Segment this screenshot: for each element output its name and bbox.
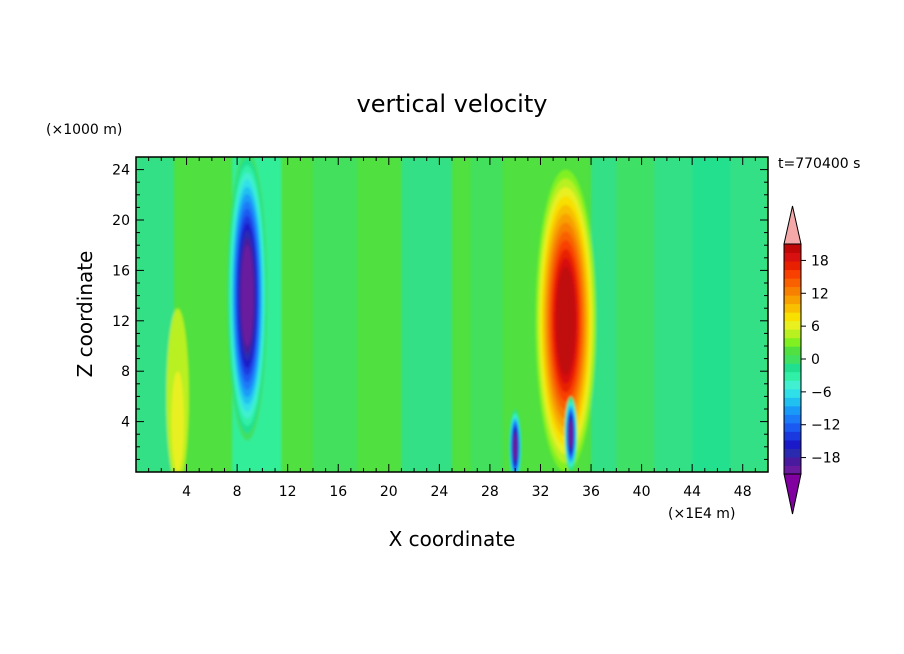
y-unit-label: (×1000 m) bbox=[46, 122, 122, 138]
colorbar-swatch bbox=[784, 456, 801, 466]
contour-feature bbox=[508, 409, 522, 472]
colorbar-swatch bbox=[784, 363, 801, 373]
x-tick-label: 48 bbox=[734, 484, 752, 500]
colorbar-tick-label: 0 bbox=[811, 352, 820, 368]
colorbar-swatch bbox=[784, 261, 801, 271]
colorbar-swatch bbox=[784, 337, 801, 347]
time-label: t=770400 s bbox=[778, 156, 860, 172]
colorbar-swatch bbox=[784, 303, 801, 313]
colorbar-swatch bbox=[784, 397, 801, 407]
colorbar-swatch bbox=[784, 346, 801, 356]
colorbar-swatch bbox=[784, 354, 801, 364]
colorbar-tick-label: −12 bbox=[811, 418, 841, 434]
x-tick-label: 44 bbox=[683, 484, 701, 500]
colorbar-swatch bbox=[784, 269, 801, 279]
colorbar-swatch bbox=[784, 380, 801, 390]
colorbar-swatch bbox=[784, 371, 801, 381]
y-tick-label: 12 bbox=[112, 314, 130, 330]
colorbar-swatch bbox=[784, 422, 801, 432]
colorbar-over-arrow bbox=[783, 205, 802, 245]
x-tick-label: 40 bbox=[633, 484, 651, 500]
y-tick-label: 8 bbox=[121, 364, 130, 380]
colorbar-swatch bbox=[784, 448, 801, 458]
colorbar-swatch bbox=[784, 329, 801, 339]
x-axis-label: X coordinate bbox=[389, 527, 516, 551]
colorbar-tick-label: −6 bbox=[811, 385, 832, 401]
colorbar-swatch bbox=[784, 405, 801, 415]
colorbar-tick-label: 12 bbox=[811, 286, 829, 302]
colorbar: 18 12 6 0 −6 −12 −18 bbox=[783, 205, 841, 515]
colorbar-swatch bbox=[784, 278, 801, 288]
y-axis: 4 8 12 16 20 24 bbox=[112, 163, 768, 460]
x-tick-label: 28 bbox=[481, 484, 499, 500]
colorbar-swatch bbox=[784, 312, 801, 322]
x-tick-label: 24 bbox=[430, 484, 448, 500]
contour-feature bbox=[535, 169, 597, 472]
contour-feature bbox=[564, 396, 578, 472]
colorbar-tick-label: 18 bbox=[811, 253, 829, 269]
y-axis-label: Z coordinate bbox=[73, 251, 97, 378]
x-tick-label: 32 bbox=[532, 484, 550, 500]
x-unit-label: (×1E4 m) bbox=[668, 506, 735, 522]
colorbar-swatch bbox=[784, 295, 801, 305]
colorbar-swatch bbox=[784, 414, 801, 424]
x-tick-label: 36 bbox=[582, 484, 600, 500]
colorbar-swatch bbox=[784, 252, 801, 262]
colorbar-swatch bbox=[784, 244, 801, 254]
x-tick-label: 8 bbox=[233, 484, 242, 500]
x-axis: 4 8 12 16 20 24 28 32 36 40 44 48 bbox=[148, 157, 756, 500]
colorbar-swatch bbox=[784, 439, 801, 449]
y-tick-label: 16 bbox=[112, 263, 130, 279]
x-tick-label: 12 bbox=[279, 484, 297, 500]
y-tick-label: 4 bbox=[121, 415, 130, 431]
contour-feature bbox=[227, 157, 268, 441]
colorbar-under-arrow bbox=[783, 473, 802, 515]
contour-field bbox=[136, 157, 768, 472]
x-tick-label: 20 bbox=[380, 484, 398, 500]
y-tick-label: 24 bbox=[112, 163, 130, 179]
colorbar-swatch bbox=[784, 465, 801, 475]
x-tick-label: 4 bbox=[182, 484, 191, 500]
colorbar-tick-label: −18 bbox=[811, 451, 841, 467]
y-tick-label: 20 bbox=[112, 213, 130, 229]
colorbar-swatch bbox=[784, 286, 801, 296]
x-tick-label: 16 bbox=[329, 484, 347, 500]
colorbar-swatch bbox=[784, 320, 801, 330]
colorbar-tick-label: 6 bbox=[811, 319, 820, 335]
colorbar-swatch bbox=[784, 431, 801, 441]
colorbar-swatch bbox=[784, 388, 801, 398]
chart-title: vertical velocity bbox=[357, 90, 548, 118]
